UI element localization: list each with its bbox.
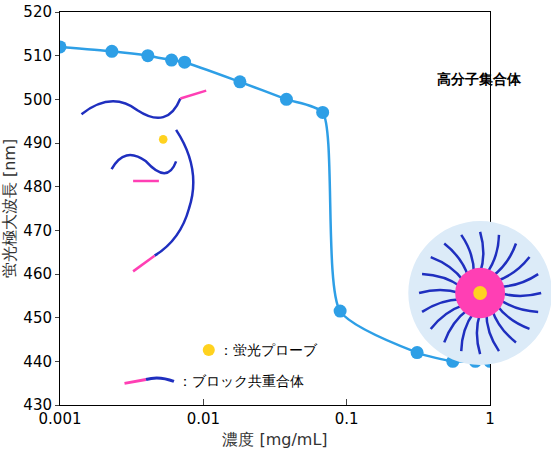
svg-text:：蛍光プローブ: ：蛍光プローブ <box>219 342 318 358</box>
svg-text:蛍光極大波長 [nm]: 蛍光極大波長 [nm] <box>0 139 19 278</box>
svg-text:0.1: 0.1 <box>335 410 359 428</box>
svg-text:490: 490 <box>23 134 52 152</box>
svg-text:510: 510 <box>23 47 52 65</box>
svg-text:：ブロック共重合体: ：ブロック共重合体 <box>178 373 304 389</box>
svg-text:0.01: 0.01 <box>187 410 220 428</box>
svg-text:470: 470 <box>23 222 52 240</box>
svg-text:1: 1 <box>485 410 495 428</box>
svg-text:濃度 [mg/mL]: 濃度 [mg/mL] <box>222 430 327 449</box>
svg-text:480: 480 <box>23 178 52 196</box>
svg-text:520: 520 <box>23 3 52 21</box>
svg-text:430: 430 <box>23 396 52 414</box>
svg-text:高分子集合体: 高分子集合体 <box>437 71 522 87</box>
svg-text:500: 500 <box>23 91 52 109</box>
svg-text:450: 450 <box>23 309 52 327</box>
svg-text:460: 460 <box>23 265 52 283</box>
svg-text:440: 440 <box>23 353 52 371</box>
svg-text:0.001: 0.001 <box>39 410 82 428</box>
